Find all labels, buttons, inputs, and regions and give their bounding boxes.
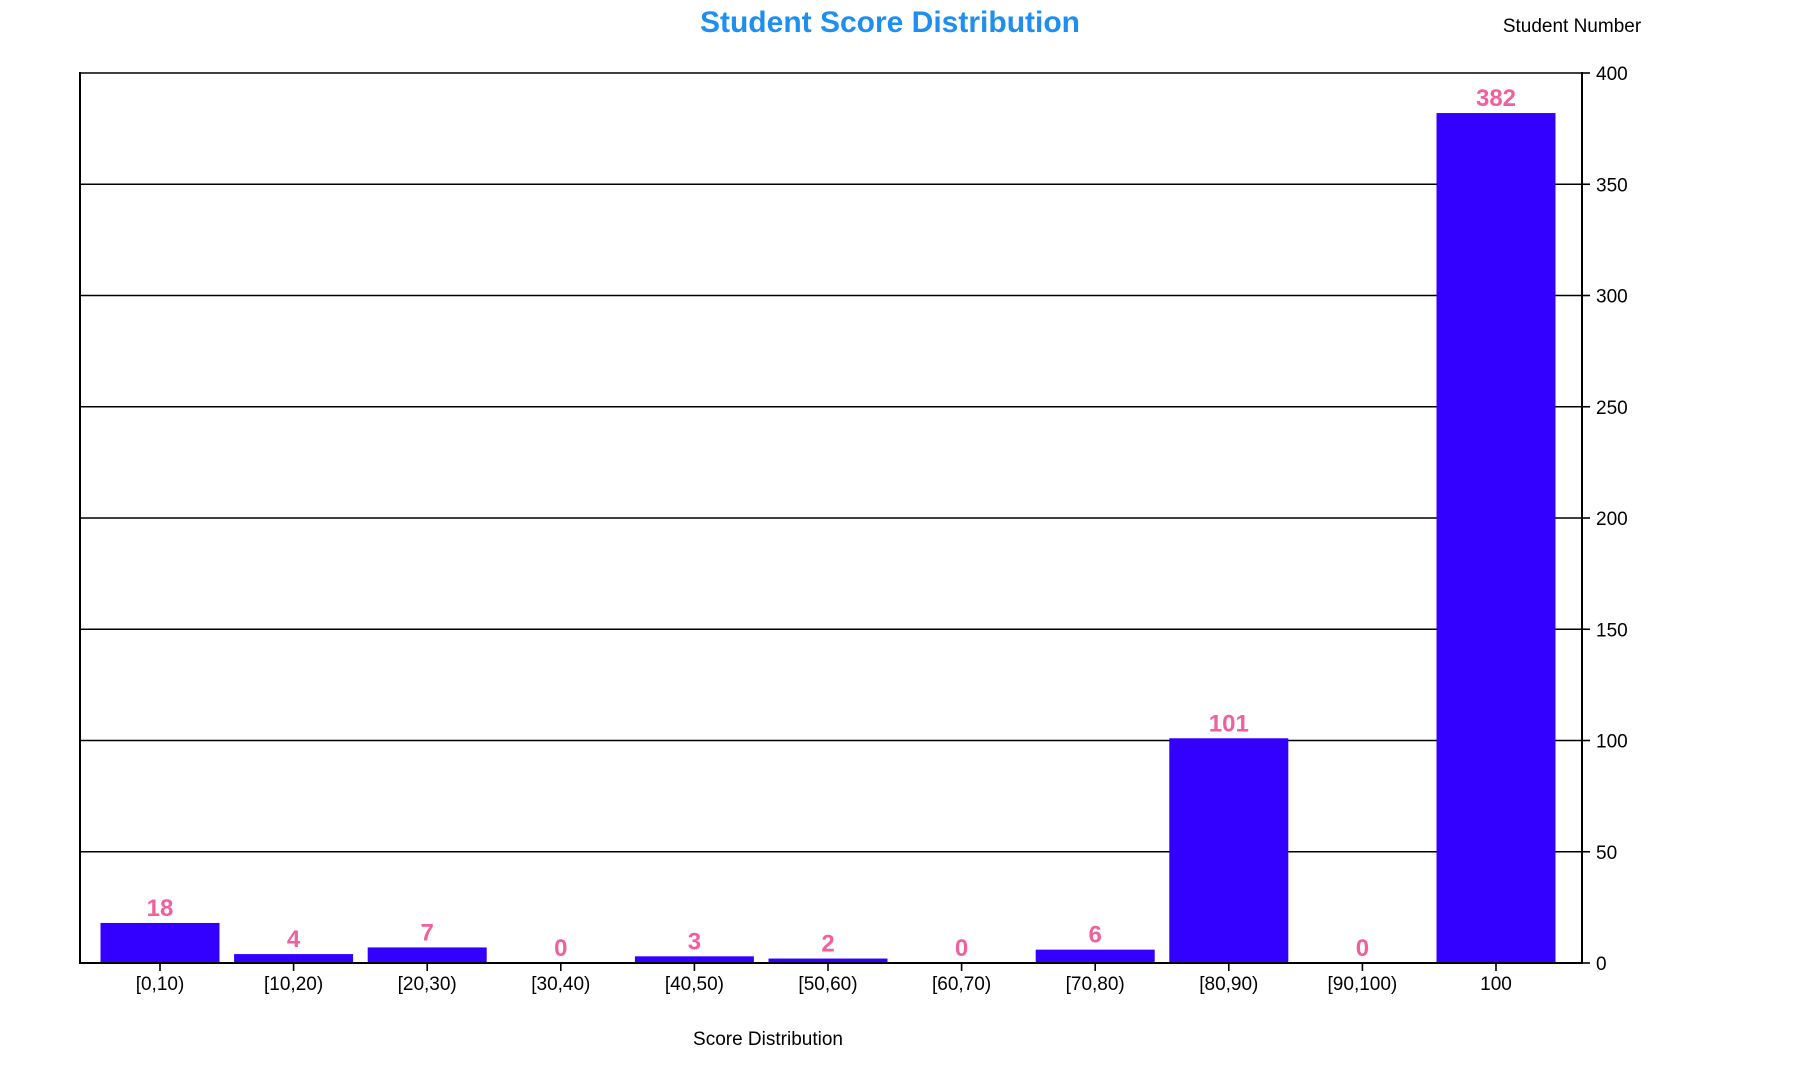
bar bbox=[1436, 113, 1556, 964]
data-label: 0 bbox=[1356, 935, 1369, 962]
data-label: 4 bbox=[287, 926, 301, 953]
x-tick-label: [50,60) bbox=[798, 974, 857, 995]
data-label: 0 bbox=[955, 935, 968, 962]
bar bbox=[234, 954, 354, 963]
data-labels: 18 4 7 0 3 2 0 6 101 0 382 bbox=[147, 85, 1516, 962]
data-label: 3 bbox=[688, 928, 701, 955]
data-label: 18 bbox=[147, 895, 174, 922]
x-axis-title: Score Distribution bbox=[693, 1029, 843, 1050]
bar bbox=[634, 956, 754, 963]
gridlines bbox=[80, 72, 1582, 853]
y-tick-label: 0 bbox=[1596, 954, 1607, 975]
bar bbox=[1169, 738, 1289, 963]
data-label: 101 bbox=[1209, 710, 1249, 737]
data-label: 382 bbox=[1476, 85, 1516, 112]
y-tick-label: 300 bbox=[1596, 287, 1628, 308]
x-tick-label: [40,50) bbox=[665, 974, 724, 995]
data-label: 6 bbox=[1089, 922, 1102, 949]
bar bbox=[367, 947, 487, 963]
x-axis-ticks: [0,10) [10,20) [20,30) [30,40) [40,50) [50,60… bbox=[136, 963, 1512, 995]
data-label: 2 bbox=[821, 931, 834, 958]
x-tick-label: [70,80) bbox=[1066, 974, 1125, 995]
x-tick-label: [80,90) bbox=[1199, 974, 1258, 995]
bar bbox=[100, 922, 220, 963]
y-tick-label: 200 bbox=[1596, 509, 1628, 530]
x-tick-label: 100 bbox=[1480, 974, 1512, 995]
bars bbox=[100, 113, 1556, 964]
x-tick-label: [90,100) bbox=[1328, 974, 1398, 995]
y-tick-label: 350 bbox=[1596, 175, 1628, 196]
x-tick-label: [0,10) bbox=[136, 974, 185, 995]
data-label: 7 bbox=[421, 919, 434, 946]
y-tick-label: 50 bbox=[1596, 843, 1617, 864]
x-tick-label: [30,40) bbox=[531, 974, 590, 995]
x-tick-label: [60,70) bbox=[932, 974, 991, 995]
y-tick-label: 150 bbox=[1596, 620, 1628, 641]
bar bbox=[768, 958, 888, 963]
x-tick-label: [10,20) bbox=[264, 974, 323, 995]
bar bbox=[1035, 949, 1155, 963]
y-axis-title: Student Number bbox=[1503, 16, 1642, 37]
y-tick-label: 100 bbox=[1596, 732, 1628, 753]
y-axis-ticks: 0 50 100 150 200 250 300 350 400 bbox=[1582, 64, 1628, 975]
x-tick-label: [20,30) bbox=[398, 974, 457, 995]
y-tick-label: 250 bbox=[1596, 398, 1628, 419]
chart-title: Student Score Distribution bbox=[700, 6, 1080, 39]
y-tick-label: 400 bbox=[1596, 64, 1628, 85]
data-label: 0 bbox=[554, 935, 567, 962]
